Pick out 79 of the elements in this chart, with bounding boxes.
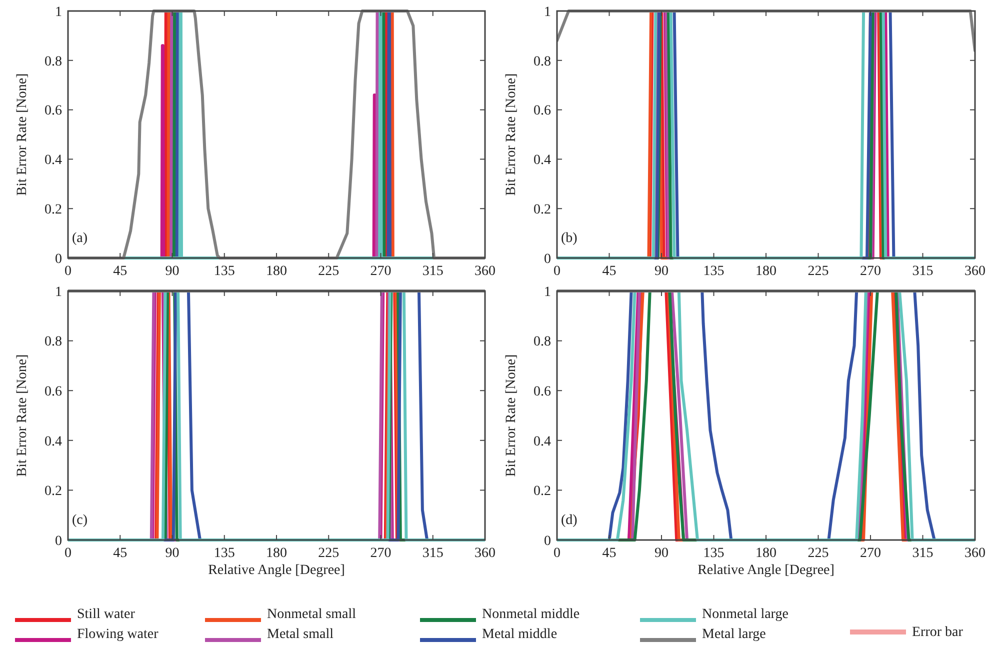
legend-label: Flowing water [77,627,159,642]
x-tick-label: 45 [602,264,616,279]
x-tick-label: 180 [266,264,287,279]
y-tick-label: 0.4 [534,434,551,450]
x-tick-label: 315 [912,546,934,561]
legend-label: Nonmetal small [267,607,356,622]
x-tick-label: 45 [113,546,128,561]
x-tick-label: 0 [64,264,72,279]
y-tick-label: 0.4 [44,434,62,450]
x-tick-label: 360 [474,546,496,561]
x-tick-label: 315 [422,546,444,561]
legend-label: Metal small [267,627,334,642]
x-tick-label: 225 [808,264,829,279]
y-tick-label: 0 [55,534,62,549]
legend-label: Metal large [702,627,766,642]
x-tick-label: 315 [912,264,934,279]
x-tick-label: 180 [756,264,776,279]
x-tick-label: 0 [554,546,560,561]
x-tick-label: 360 [964,546,986,561]
x-tick-label: 180 [266,546,287,561]
legend-label: Metal middle [482,627,558,642]
x-tick-label: 135 [214,264,235,279]
x-tick-label: 180 [756,546,776,561]
x-tick-label: 360 [964,264,986,279]
annotation: (d) [561,513,578,528]
x-tick-label: 360 [474,264,496,279]
legend-label: Still water [77,607,136,622]
x-axis-title: Relative Angle [Degree] [698,563,834,578]
x-tick-label: 90 [165,264,180,279]
y-tick-label: 0.6 [534,104,551,119]
x-tick-label: 90 [165,546,180,561]
y-tick-label: 0.8 [534,334,551,350]
x-axis-title: Relative Angle [Degree] [208,563,345,578]
x-tick-label: 225 [808,546,829,561]
annotation: (b) [561,231,578,246]
y-tick-label: 0.4 [44,153,62,168]
y-tick-label: 1 [544,4,551,20]
x-tick-label: 315 [422,264,444,279]
y-axis-title: Bit Error Rate [None] [15,354,30,477]
y-tick-label: 0 [544,534,551,549]
y-tick-label: 0 [55,252,62,267]
y-tick-label: 0.4 [534,153,551,168]
y-axis-title: Bit Error Rate [None] [15,73,30,196]
y-tick-label: 0.2 [534,202,551,218]
x-tick-label: 225 [318,546,340,561]
y-tick-label: 1 [55,4,62,20]
x-tick-label: 90 [654,546,668,561]
x-tick-label: 135 [703,546,724,561]
y-tick-label: 0.2 [44,484,62,500]
y-tick-label: 0.6 [44,104,62,119]
y-axis-title: Bit Error Rate [None] [504,73,519,196]
y-axis-title: Bit Error Rate [None] [504,354,519,477]
annotation: (a) [72,231,88,246]
y-tick-label: 0.6 [534,384,551,400]
annotation: (c) [72,513,88,528]
x-tick-label: 0 [554,264,560,279]
y-tick-label: 0.2 [44,202,62,218]
y-tick-label: 0.6 [44,384,62,400]
legend-label: Nonmetal large [702,607,788,622]
text: Error bar [912,625,964,640]
x-tick-label: 45 [602,546,616,561]
x-tick-label: 90 [654,264,668,279]
y-tick-label: 0.8 [44,54,62,70]
y-tick-label: 0.2 [534,484,551,500]
y-tick-label: 0.8 [534,54,551,70]
x-tick-label: 270 [370,264,392,279]
x-tick-label: 135 [703,264,724,279]
x-tick-label: 270 [860,546,881,561]
y-tick-label: 1 [544,284,551,300]
x-tick-label: 270 [370,546,392,561]
x-tick-label: 270 [860,264,881,279]
y-tick-label: 0.8 [44,334,62,350]
x-tick-label: 0 [64,546,72,561]
x-tick-label: 45 [113,264,128,279]
x-tick-label: 225 [318,264,340,279]
y-tick-label: 0 [544,252,551,267]
y-tick-label: 1 [55,284,62,300]
legend-label: Nonmetal middle [482,607,580,622]
x-tick-label: 135 [214,546,235,561]
